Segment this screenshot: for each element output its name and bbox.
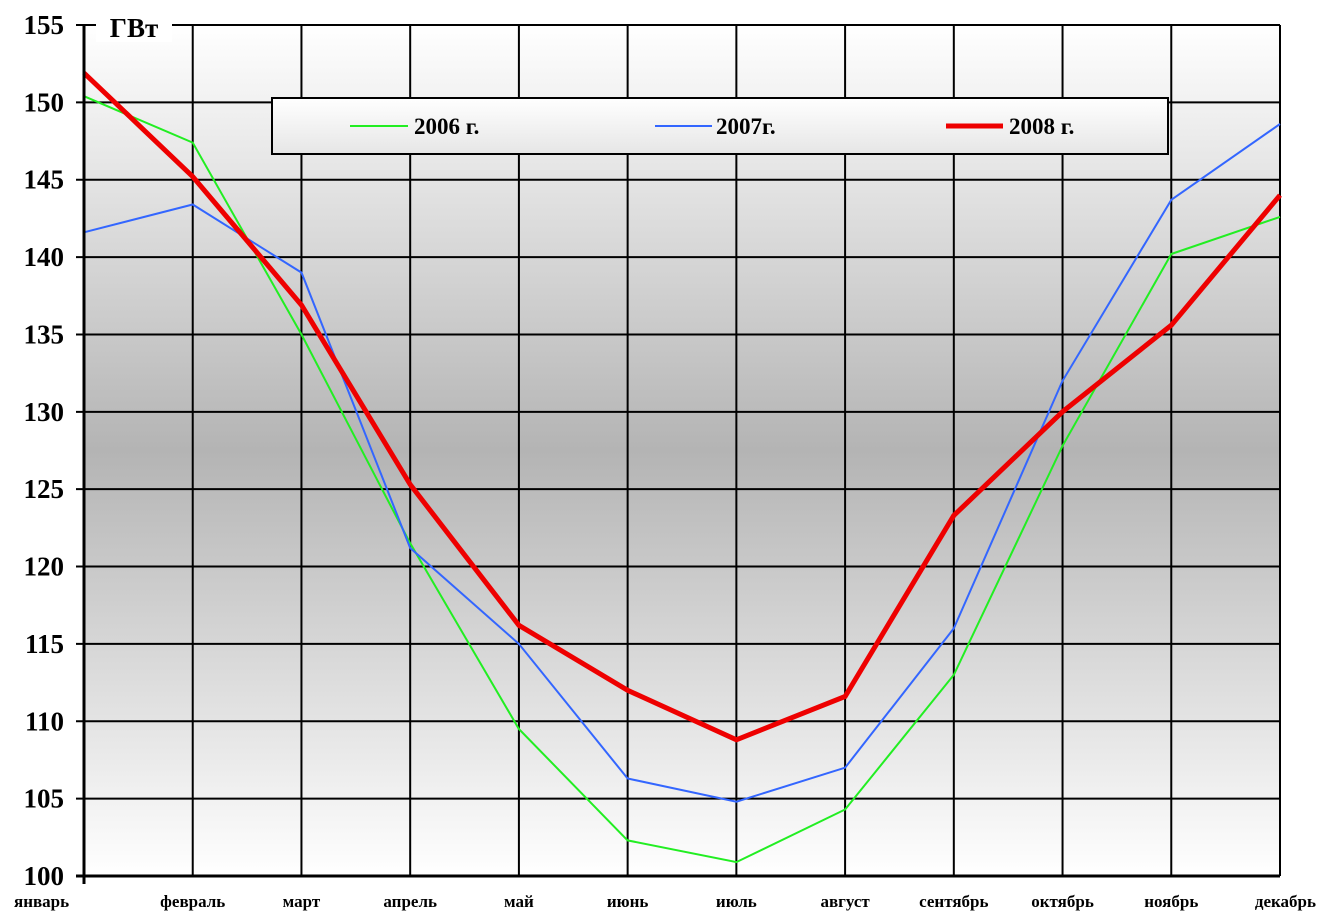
- y-tick-label: 130: [24, 397, 65, 427]
- x-tick-label: август: [820, 892, 870, 911]
- y-tick-label: 110: [25, 706, 64, 736]
- x-tick-label: май: [504, 892, 534, 911]
- tick-labels: 100 105 110 115 120 125 130 135 140 145 150 155 янва…: [14, 10, 1316, 911]
- y-tick-label: 150: [24, 87, 65, 117]
- y-tick-label: 135: [24, 319, 65, 349]
- y-tick-label: 140: [24, 242, 65, 272]
- y-tick-label: 155: [24, 10, 65, 40]
- series-line-1: [83, 123, 1281, 803]
- x-tick-label: март: [283, 892, 321, 911]
- legend-label: 2006 г.: [414, 114, 479, 139]
- series-line-0: [83, 95, 1281, 864]
- x-tick-label: сентябрь: [919, 892, 988, 911]
- legend-label: 2007г.: [716, 114, 776, 139]
- x-tick-label: февраль: [160, 892, 225, 911]
- y-tick-label: 120: [24, 552, 65, 582]
- x-tick-label: октябрь: [1031, 892, 1094, 911]
- unit-label-bg: [96, 10, 172, 42]
- axes: [76, 25, 1280, 884]
- x-tick-label: июль: [716, 892, 757, 911]
- y-tick-label: 115: [25, 629, 64, 659]
- unit-label: ГВт: [110, 13, 158, 43]
- x-tick-label: ноябрь: [1144, 892, 1198, 911]
- legend-label: 2008 г.: [1009, 114, 1074, 139]
- legend-box: [271, 97, 1169, 155]
- legend: 2006 г. 2007г. 2008 г.: [271, 97, 1169, 155]
- plot-area: [84, 25, 1280, 876]
- series-line-2: [82, 71, 1282, 743]
- y-tick-label: 145: [24, 165, 65, 195]
- series-lines: [82, 71, 1282, 864]
- x-tick-label: июнь: [607, 892, 649, 911]
- y-tick-label: 105: [24, 784, 65, 814]
- x-tick-label: январь: [14, 892, 69, 911]
- x-tick-label: апрель: [383, 892, 437, 911]
- y-tick-label: 100: [24, 861, 65, 891]
- y-tick-label: 125: [24, 474, 65, 504]
- x-tick-label: декабрь: [1255, 892, 1316, 911]
